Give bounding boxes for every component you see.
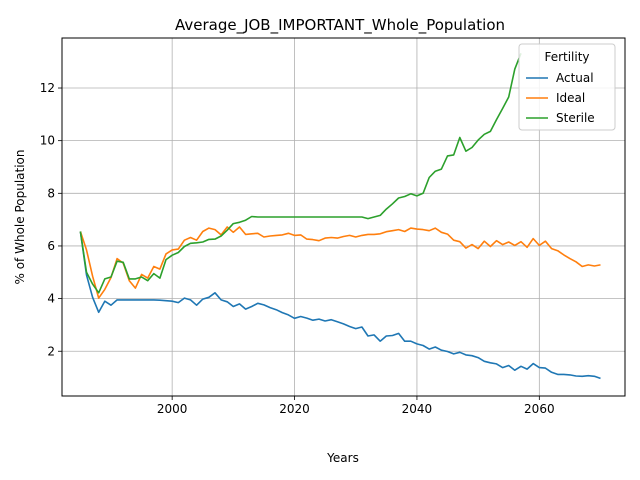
y-tick-label: 8	[47, 186, 55, 200]
y-tick-label: 10	[40, 134, 55, 148]
legend-label-ideal: Ideal	[556, 91, 585, 105]
plot-frame	[61, 37, 626, 397]
x-tick-label: 2040	[402, 402, 433, 416]
series-line-ideal	[79, 226, 601, 299]
chart-title: Average_JOB_IMPORTANT_Whole_Population	[175, 16, 505, 35]
x-tick-label: 2020	[279, 402, 310, 416]
legend: Fertility Actual Ideal Sterile	[518, 43, 616, 131]
legend-title: Fertility	[544, 50, 589, 64]
x-axis-label: Years	[326, 451, 359, 465]
y-tick-label: 6	[47, 239, 55, 253]
legend-box	[518, 43, 616, 131]
y-axis-label: % of Whole Population	[13, 150, 27, 285]
y-tick-label: 12	[40, 81, 55, 95]
legend-label-sterile: Sterile	[556, 111, 595, 125]
axis-ticks: 2000 2020 2040 2060 2 4 6 8 10 12	[40, 81, 555, 416]
series-line-actual	[79, 231, 601, 380]
legend-items: Actual Ideal Sterile	[526, 71, 595, 125]
series-layer	[79, 53, 601, 380]
series-line-sterile	[79, 53, 522, 294]
x-tick-label: 2000	[157, 402, 188, 416]
y-tick-label: 4	[47, 292, 55, 306]
x-tick-label: 2060	[524, 402, 555, 416]
y-tick-label: 2	[47, 344, 55, 358]
legend-label-actual: Actual	[556, 71, 594, 85]
